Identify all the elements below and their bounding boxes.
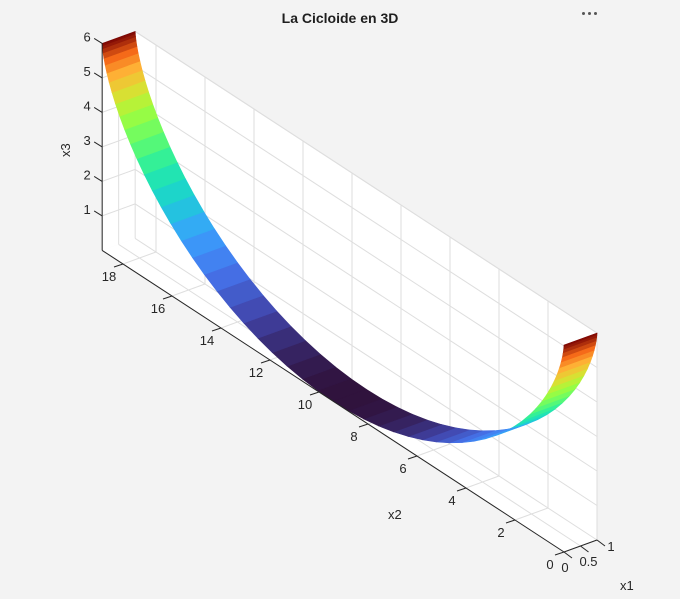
x3-tick-label: 1: [84, 202, 91, 217]
x2-tick-label: 14: [200, 333, 214, 348]
chart-title: La Cicloide en 3D: [281, 10, 399, 26]
x1-axis-label: x1: [620, 578, 634, 593]
x3-tick-label: 2: [84, 167, 91, 182]
x3-tick-label: 6: [84, 29, 91, 44]
x2-tick-label: 8: [350, 429, 357, 444]
x3-tick-label: 3: [84, 133, 91, 148]
x3-tick-label: 5: [84, 64, 91, 79]
more-options-icon: [581, 11, 585, 15]
cycloid-surface: [101, 30, 598, 444]
x2-tick-label: 0: [546, 557, 553, 572]
x2-axis-label: x2: [388, 507, 402, 522]
axis-lines: [93, 37, 606, 559]
x2-tick-label: 6: [399, 461, 406, 476]
x1-tick-label: 0: [561, 560, 568, 575]
x2-tick-label: 12: [249, 365, 263, 380]
x2-tick-label: 10: [298, 397, 312, 412]
x3-tick-label: 4: [84, 98, 91, 113]
x2-tick-label: 16: [151, 301, 165, 316]
x2-tick-label: 2: [497, 525, 504, 540]
x1-tick-label: 1: [607, 539, 614, 554]
more-options-icon-dot: [593, 11, 597, 15]
axes-box: [102, 31, 598, 552]
x3-axis-label: x3: [58, 143, 73, 157]
x2-tick-label: 18: [102, 269, 116, 284]
more-options-icon-dot: [587, 11, 591, 15]
more-options-button[interactable]: [578, 6, 600, 20]
x1-tick-label: 0.5: [579, 554, 597, 569]
x2-tick-label: 4: [448, 493, 455, 508]
